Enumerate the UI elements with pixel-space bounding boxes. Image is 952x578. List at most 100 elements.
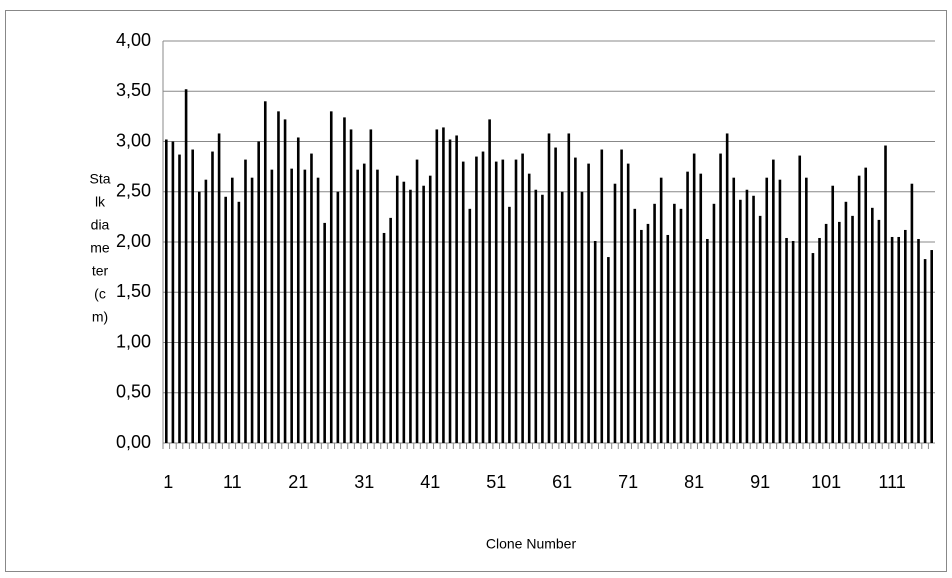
bar bbox=[600, 149, 604, 444]
bar bbox=[244, 159, 247, 443]
x-tick-label: 31 bbox=[354, 472, 374, 492]
x-tick-label: 101 bbox=[811, 472, 841, 492]
bar bbox=[567, 133, 571, 443]
bar bbox=[501, 159, 505, 443]
bar bbox=[290, 168, 293, 443]
x-tick-label: 111 bbox=[878, 472, 905, 492]
bar bbox=[712, 203, 716, 443]
x-tick-label: 71 bbox=[618, 472, 638, 492]
y-tick-label: 3,00 bbox=[116, 130, 151, 150]
bar bbox=[521, 153, 524, 443]
bar bbox=[844, 201, 848, 443]
bar bbox=[336, 191, 340, 443]
bar bbox=[547, 133, 551, 443]
x-axis-title: Clone Number bbox=[486, 536, 577, 552]
bar bbox=[171, 141, 175, 443]
bar bbox=[897, 236, 901, 443]
bar bbox=[877, 219, 881, 443]
bar bbox=[277, 111, 280, 443]
bar bbox=[805, 177, 808, 443]
bar bbox=[541, 194, 544, 443]
bar bbox=[481, 151, 485, 444]
bar bbox=[237, 201, 241, 443]
bar bbox=[904, 229, 907, 443]
y-tick-label: 0,50 bbox=[116, 382, 151, 402]
bar bbox=[884, 145, 887, 443]
bar bbox=[692, 153, 696, 443]
bar bbox=[686, 171, 689, 443]
bar bbox=[706, 238, 709, 443]
y-tick-label: 4,00 bbox=[116, 30, 151, 50]
bar bbox=[257, 141, 260, 443]
bar bbox=[382, 232, 386, 443]
x-tick-label: 51 bbox=[486, 472, 506, 492]
y-axis-title: Sta bbox=[89, 171, 110, 187]
bar bbox=[818, 237, 821, 443]
bar bbox=[811, 253, 815, 443]
y-tick-label: 1,00 bbox=[116, 331, 151, 351]
bar bbox=[679, 208, 683, 443]
bar bbox=[303, 169, 307, 443]
bar bbox=[164, 139, 168, 444]
bar bbox=[851, 215, 854, 443]
y-tick-label: 2,50 bbox=[116, 181, 151, 201]
bar bbox=[758, 215, 762, 443]
bar bbox=[930, 250, 934, 443]
bar bbox=[508, 206, 511, 443]
bar bbox=[626, 163, 630, 444]
bar bbox=[798, 155, 802, 443]
bar bbox=[857, 175, 861, 444]
bar bbox=[613, 183, 617, 443]
bar bbox=[204, 179, 208, 443]
bar bbox=[197, 191, 201, 443]
bar bbox=[864, 167, 868, 443]
bar bbox=[435, 129, 439, 443]
bar bbox=[739, 199, 742, 443]
bar bbox=[211, 151, 214, 444]
x-tick-label: 21 bbox=[288, 472, 308, 492]
bar bbox=[745, 189, 749, 443]
bar bbox=[534, 189, 538, 443]
bar bbox=[415, 159, 419, 443]
bar bbox=[666, 234, 670, 443]
bar bbox=[659, 177, 663, 443]
bar bbox=[831, 185, 835, 443]
bar bbox=[910, 183, 914, 443]
y-axis-title: me bbox=[90, 240, 110, 256]
bar bbox=[527, 173, 531, 443]
bar bbox=[725, 133, 729, 443]
bar bbox=[923, 259, 927, 443]
x-tick-label: 81 bbox=[684, 472, 704, 492]
bar bbox=[719, 153, 722, 443]
y-axis-title: m) bbox=[92, 309, 108, 325]
bar bbox=[488, 119, 491, 443]
bar bbox=[270, 169, 274, 443]
bar bbox=[514, 159, 518, 443]
bar bbox=[448, 139, 452, 444]
bar bbox=[824, 223, 828, 443]
bar bbox=[646, 223, 650, 443]
x-tick-label: 61 bbox=[552, 472, 572, 492]
x-tick-label: 11 bbox=[223, 472, 242, 492]
bar bbox=[409, 189, 412, 443]
bar bbox=[323, 222, 326, 443]
bar bbox=[428, 175, 432, 444]
bar bbox=[772, 159, 775, 443]
bar bbox=[580, 191, 584, 443]
bar bbox=[343, 117, 346, 443]
y-tick-label: 0,00 bbox=[116, 432, 151, 452]
bar bbox=[791, 240, 795, 443]
bar bbox=[316, 177, 320, 443]
bar bbox=[607, 257, 610, 443]
bar bbox=[283, 119, 287, 443]
bar bbox=[263, 101, 267, 444]
x-tick-label: 41 bbox=[420, 472, 440, 492]
bar bbox=[442, 127, 445, 444]
bar bbox=[593, 240, 597, 443]
bar bbox=[752, 195, 755, 443]
bar bbox=[778, 179, 782, 443]
bar bbox=[468, 208, 472, 443]
bar bbox=[376, 169, 379, 443]
